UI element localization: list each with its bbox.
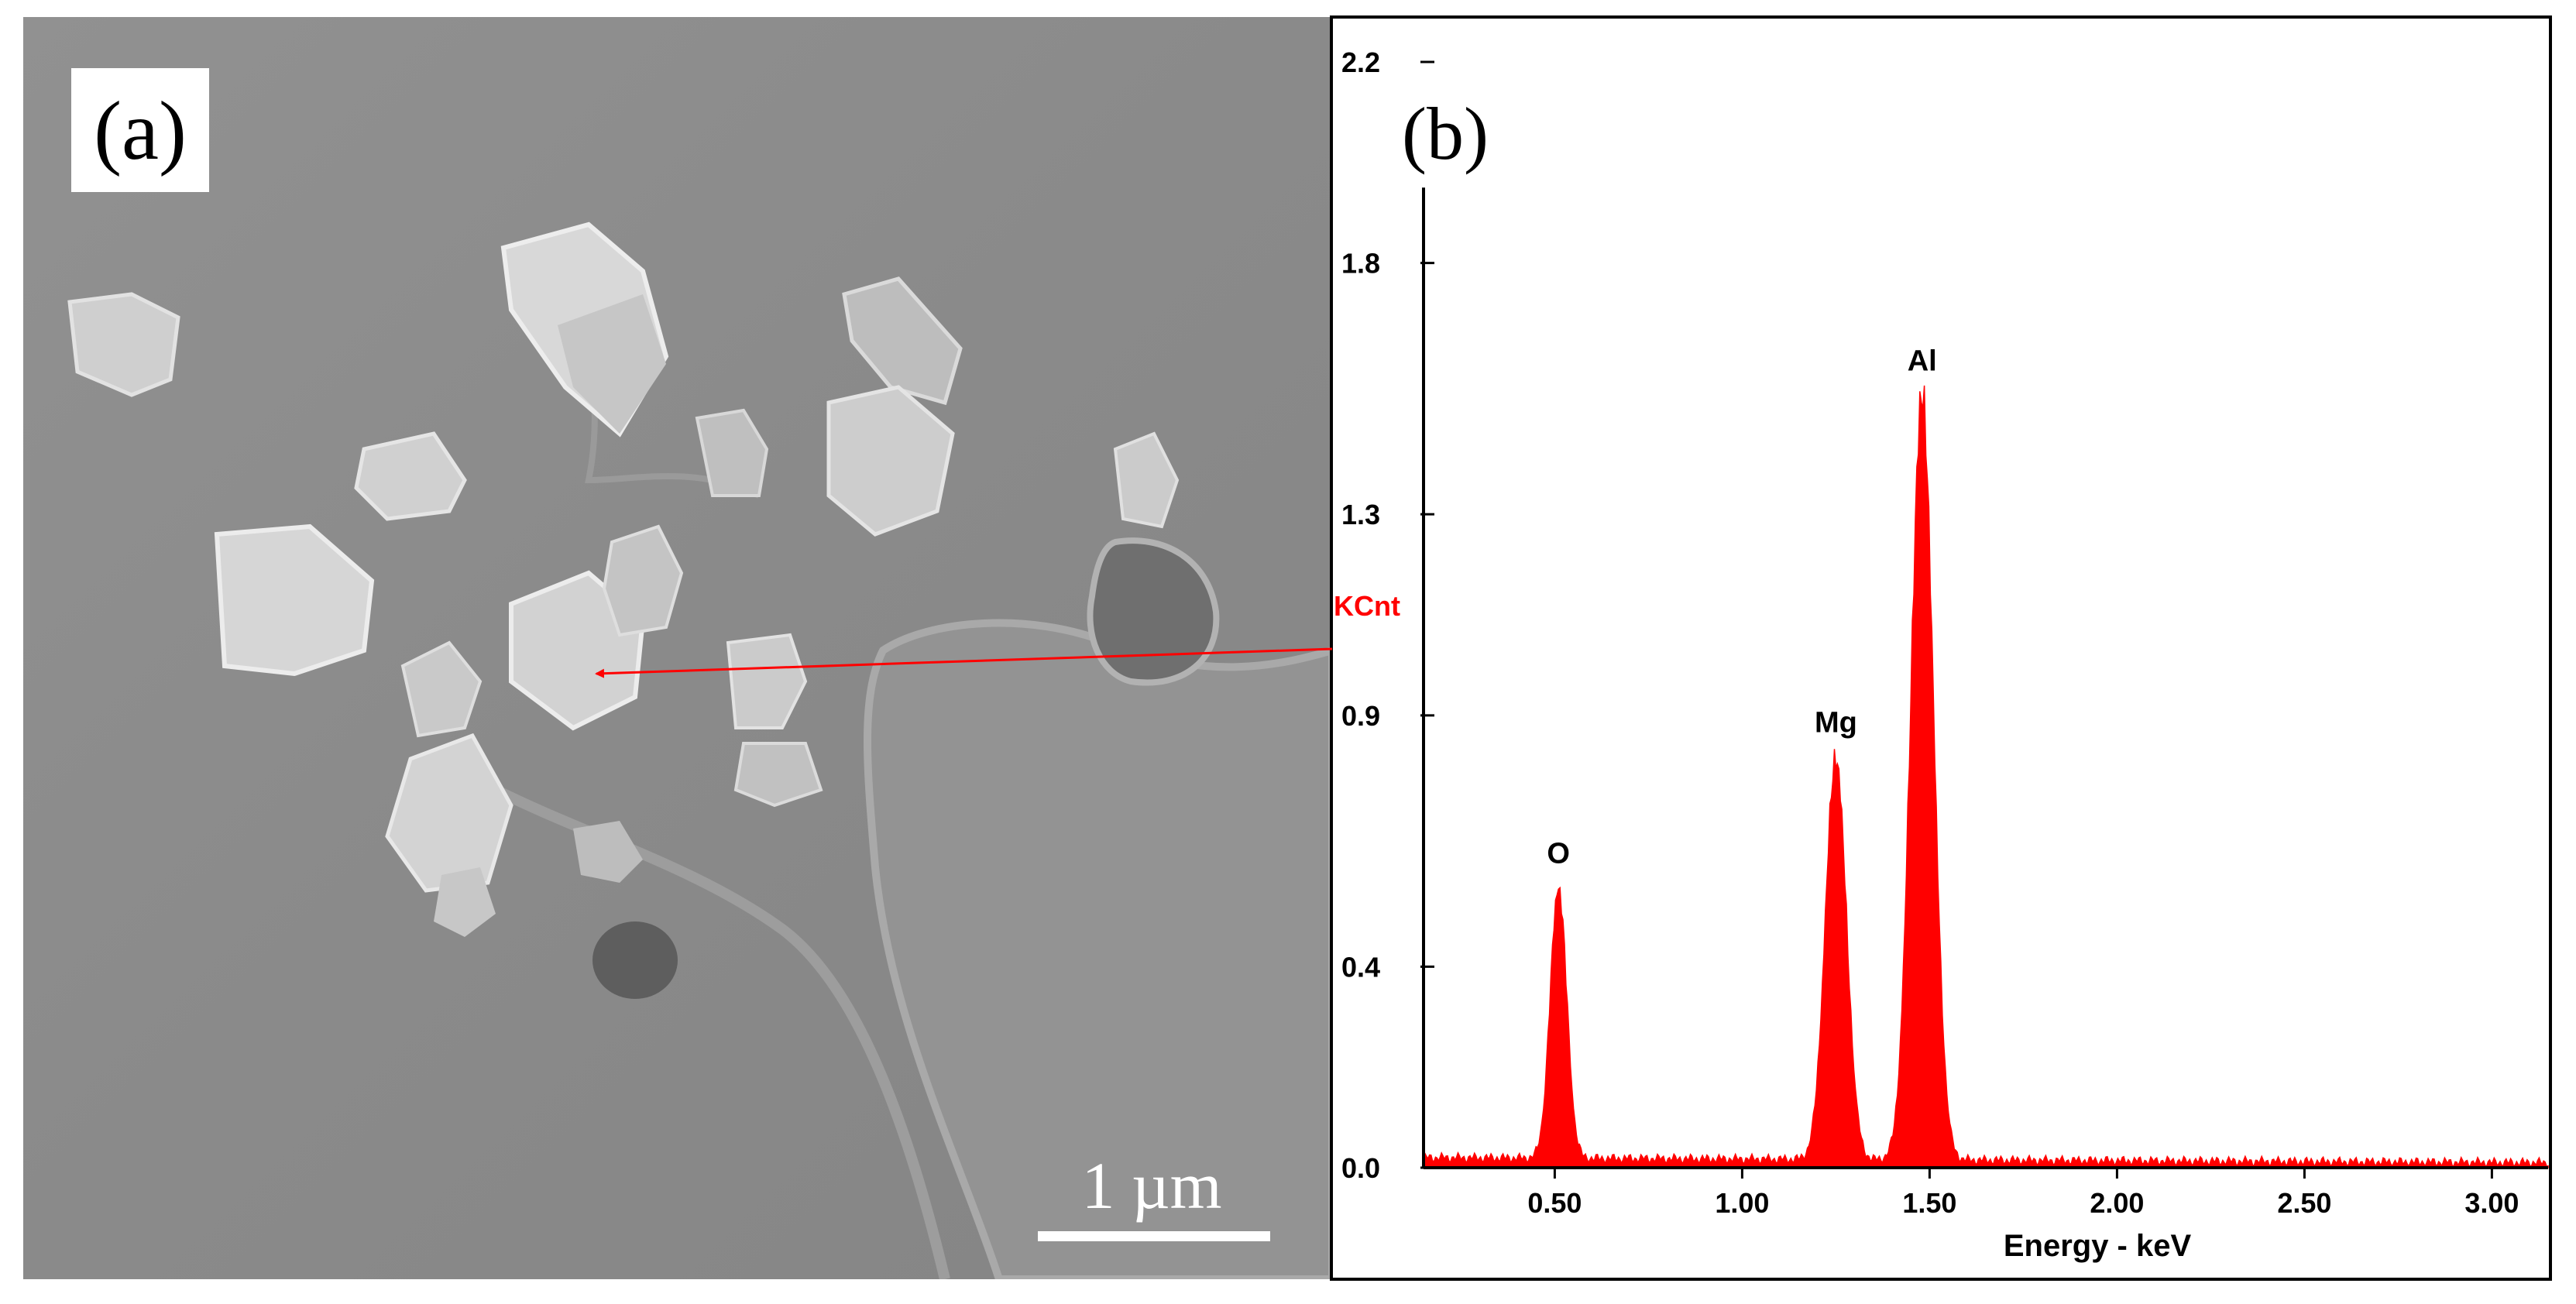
x-tick-label: 2.50 (2277, 1187, 2331, 1219)
peak-label-mg: Mg (1815, 707, 1857, 740)
panel-b-label: (b) (1402, 92, 1489, 175)
panel-a-label: (a) (94, 85, 187, 177)
spectrum-series (1423, 385, 2549, 1168)
panel-a-label-box (71, 68, 209, 192)
eds-spectrum-panel: (b) O Mg Al 0.0 0.4 0.9 1.3 1.8 2.2 0.50 1.00 1.50… (1330, 15, 2552, 1281)
x-tick-label: 1.00 (1715, 1187, 1769, 1219)
scale-bar-label: 1 µm (1082, 1148, 1222, 1223)
peak-label-al: Al (1908, 345, 1937, 377)
y-tick-label: 1.3 (1341, 499, 1380, 530)
spectrum-plot: O Mg Al (1423, 345, 2549, 1168)
y-tick-label: 0.9 (1341, 700, 1380, 732)
spectrum-axes: 0.0 0.4 0.9 1.3 1.8 2.2 0.50 1.00 1.50 2.00 2.50 3.… (1341, 46, 2548, 1219)
y-tick-label: 0.4 (1341, 951, 1380, 983)
x-tick-label: 0.50 (1527, 1187, 1582, 1219)
sem-micrograph-panel: (a) 1 µm (23, 17, 1332, 1279)
sem-texture (67, 221, 1332, 1279)
x-tick-label: 3.00 (2464, 1187, 2519, 1219)
y-tick-label: 1.8 (1341, 248, 1380, 280)
y-axis-label: KCnt (1334, 590, 1400, 622)
x-tick-label: 1.50 (1902, 1187, 1956, 1219)
matrix-region (864, 619, 1332, 1279)
peak-label-o: O (1547, 838, 1570, 870)
particles (67, 221, 1180, 937)
y-tick-label: 0.0 (1341, 1152, 1380, 1184)
y-tick-label: 2.2 (1341, 46, 1380, 78)
annotation-arrow (595, 647, 1333, 678)
pore (1087, 537, 1220, 686)
x-axis-label: Energy - keV (2004, 1229, 2192, 1263)
x-tick-label: 2.00 (2090, 1187, 2144, 1219)
scale-bar (1038, 1231, 1270, 1241)
dark-pit (592, 921, 678, 999)
